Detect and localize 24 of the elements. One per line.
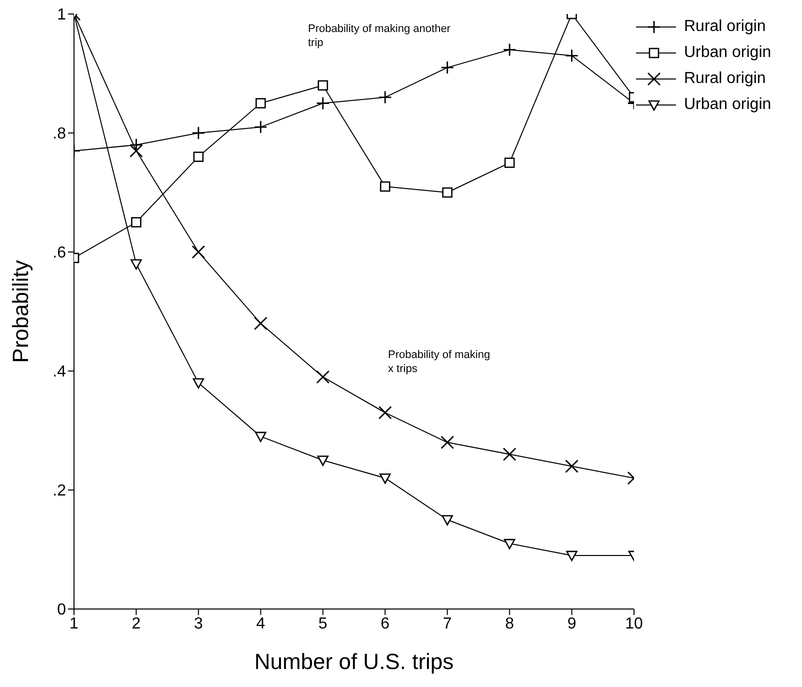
annotation: Probability of making another trip xyxy=(308,22,452,50)
legend-label: Rural origin xyxy=(684,70,766,88)
x-tick-label: 4 xyxy=(256,615,266,632)
legend-label: Urban origin xyxy=(684,96,772,114)
y-tick-label: 1 xyxy=(57,6,66,24)
x-tick-label: 2 xyxy=(132,615,141,632)
y-tick-label: 0 xyxy=(57,602,66,619)
y-tick-label: .8 xyxy=(52,126,66,143)
legend-label: Rural origin xyxy=(684,18,766,36)
x-tick-label: 6 xyxy=(380,615,390,632)
y-axis-title: Probability xyxy=(8,260,33,363)
x-tick-label: 10 xyxy=(625,615,643,632)
y-tick-label: .6 xyxy=(52,244,66,262)
annotation: Probability of making x trips xyxy=(388,348,492,376)
y-tick-label: .4 xyxy=(52,364,66,381)
x-tick-label: 8 xyxy=(505,615,514,632)
x-tick-label: 7 xyxy=(442,615,452,632)
x-tick-label: 1 xyxy=(70,615,79,632)
y-tick-label: .2 xyxy=(52,482,66,500)
x-axis-title: Number of U.S. trips xyxy=(254,649,454,674)
x-tick-label: 9 xyxy=(567,615,576,632)
x-tick-label: 5 xyxy=(318,615,328,632)
legend-label: Urban origin xyxy=(684,44,772,62)
x-tick-label: 3 xyxy=(194,615,203,632)
